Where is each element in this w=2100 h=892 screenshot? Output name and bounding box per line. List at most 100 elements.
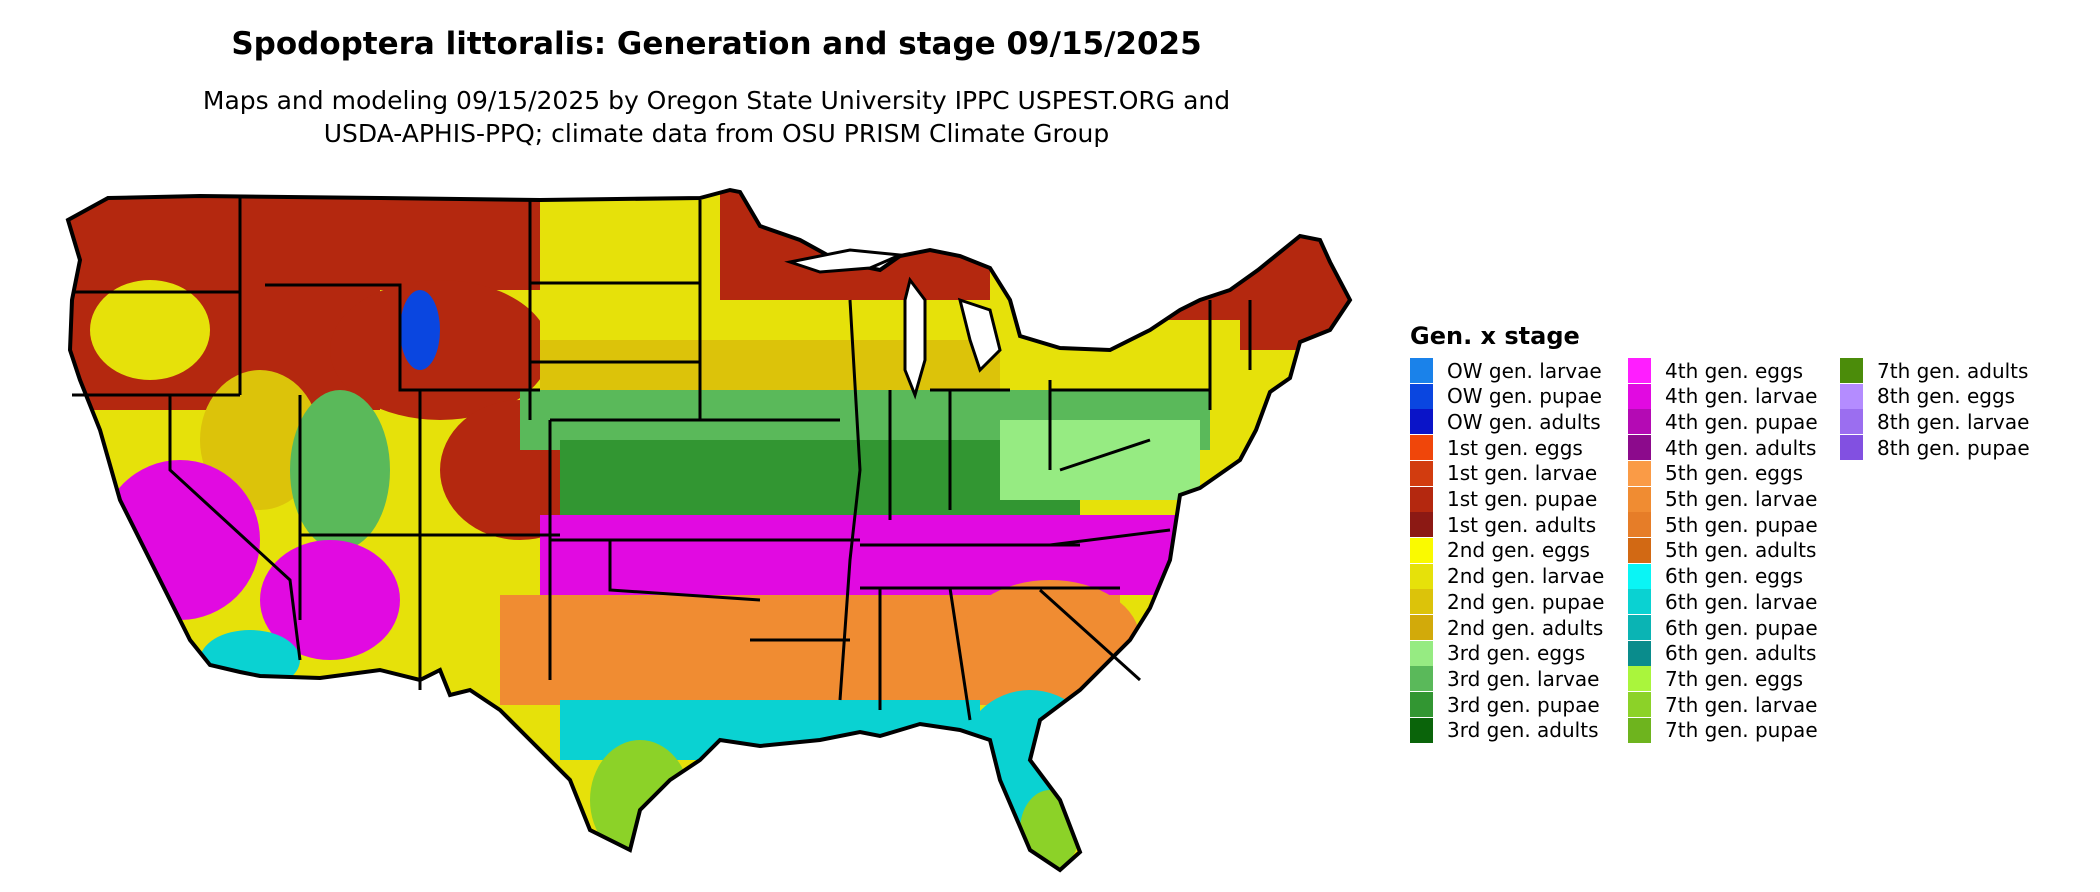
legend-item: 5th gen. larvae <box>1628 486 1818 512</box>
legend-item: 2nd gen. larvae <box>1410 563 1604 589</box>
legend-swatch <box>1840 409 1863 435</box>
legend-swatch <box>1410 640 1433 666</box>
legend-item: 7th gen. larvae <box>1628 692 1818 718</box>
lake-huron <box>957 297 1002 373</box>
legend-item: OW gen. pupae <box>1410 383 1602 409</box>
legend-item: 2nd gen. eggs <box>1410 537 1590 563</box>
legend-label: 8th gen. larvae <box>1877 409 2030 434</box>
zone-nevada-yellow <box>200 370 320 510</box>
legend-item: 4th gen. adults <box>1628 435 1816 461</box>
legend-label: 5th gen. larvae <box>1665 487 1818 511</box>
zone-socal-cyan <box>200 630 300 690</box>
legend-item: 6th gen. larvae <box>1628 589 1818 615</box>
legend-swatch <box>1628 409 1651 435</box>
legend-swatch <box>1410 666 1433 692</box>
legend-swatch <box>1628 435 1651 461</box>
border-ca-nv <box>168 395 302 661</box>
legend-label: 6th gen. larvae <box>1665 589 1818 614</box>
legend-item: 3rd gen. larvae <box>1410 666 1599 692</box>
zone-utah-green <box>290 390 390 550</box>
zone-southern-magenta <box>540 515 1180 595</box>
legend-item: 3rd gen. adults <box>1410 717 1598 743</box>
zone-yellowstone-blue <box>400 290 440 370</box>
legend-item: 7th gen. pupae <box>1628 717 1818 743</box>
zone-great-lakes-red <box>720 190 990 300</box>
legend-swatch <box>1410 383 1433 409</box>
legend-label: 8th gen. pupae <box>1877 435 2030 460</box>
legend-swatch <box>1628 383 1651 409</box>
border-va-north <box>1059 438 1151 472</box>
legend-label: 2nd gen. adults <box>1447 615 1604 640</box>
map-subtitle: Maps and modeling 09/15/2025 by Oregon S… <box>0 84 1433 150</box>
legend-item: 3rd gen. pupae <box>1410 692 1600 718</box>
legend-swatch <box>1628 563 1651 589</box>
legend-item: 8th gen. larvae <box>1840 409 2030 435</box>
legend: OW gen. larvae OW gen. pupae OW gen. adult… <box>1410 358 2090 748</box>
map-title: Spodoptera littoralis: Generation and st… <box>231 26 1202 62</box>
legend-label: 6th gen. adults <box>1665 641 1817 666</box>
legend-item: 8th gen. pupae <box>1840 435 2030 461</box>
legend-item: 4th gen. larvae <box>1628 383 1817 409</box>
legend-swatch <box>1410 460 1433 486</box>
legend-title: Gen. x stage <box>1410 322 1580 350</box>
subtitle-line-2: USDA-APHIS-PPQ; climate data from OSU PR… <box>323 119 1110 148</box>
legend-label: 5th gen. eggs <box>1665 461 1804 486</box>
legend-swatch <box>1628 615 1651 640</box>
legend-label: OW gen. adults <box>1447 409 1601 434</box>
legend-label: 8th gen. eggs <box>1877 384 2016 409</box>
border-ga-sc <box>1038 588 1142 682</box>
legend-item: 6th gen. adults <box>1628 640 1817 666</box>
lake-superior <box>784 248 906 274</box>
zone-montana-red <box>320 190 550 290</box>
lake-michigan <box>903 276 927 400</box>
legend-item: 4th gen. pupae <box>1628 409 1818 435</box>
legend-swatch <box>1628 537 1651 563</box>
state-borders <box>72 198 1252 721</box>
border-mt-south <box>265 283 540 392</box>
legend-item: 3rd gen. eggs <box>1410 640 1585 666</box>
zone-eastern-green <box>1000 420 1200 500</box>
legend-swatch <box>1410 537 1433 563</box>
legend-swatch <box>1628 640 1651 666</box>
legend-swatch <box>1410 563 1433 589</box>
subtitle-line-1: Maps and modeling 09/15/2025 by Oregon S… <box>202 86 1231 115</box>
legend-swatch <box>1410 512 1433 538</box>
legend-label: 7th gen. eggs <box>1665 666 1804 691</box>
legend-label: 7th gen. pupae <box>1665 718 1818 743</box>
legend-label: 4th gen. pupae <box>1665 409 1818 434</box>
legend-label: 2nd gen. eggs <box>1447 538 1590 563</box>
zone-texas-tip-green <box>590 740 690 860</box>
zone-georgia-orange <box>960 580 1140 700</box>
legend-label: 5th gen. adults <box>1665 538 1817 563</box>
zone-california-magenta <box>100 460 260 620</box>
zone-oregon-yellow <box>90 280 210 380</box>
zone-wyoming-red <box>330 280 550 420</box>
legend-label: 6th gen. pupae <box>1665 615 1818 640</box>
legend-label: 2nd gen. pupae <box>1447 589 1605 614</box>
legend-swatch <box>1628 460 1651 486</box>
legend-label: 1st gen. larvae <box>1447 461 1598 486</box>
legend-label: 7th gen. larvae <box>1665 692 1818 717</box>
legend-swatch <box>1628 589 1651 615</box>
legend-label: 1st gen. adults <box>1447 512 1597 537</box>
legend-item: 1st gen. pupae <box>1410 486 1598 512</box>
border-al-ga <box>948 587 972 721</box>
legend-label: OW gen. pupae <box>1447 384 1602 409</box>
us-generation-map <box>65 187 1353 873</box>
legend-item: 1st gen. eggs <box>1410 435 1583 461</box>
legend-swatch <box>1840 358 1863 383</box>
legend-swatch <box>1410 717 1433 743</box>
legend-swatch <box>1628 512 1651 538</box>
legend-swatch <box>1628 358 1651 383</box>
great-lakes <box>784 248 1002 400</box>
legend-item: 5th gen. adults <box>1628 537 1817 563</box>
legend-swatch <box>1628 717 1651 743</box>
legend-item: 2nd gen. adults <box>1410 615 1603 640</box>
legend-swatch <box>1410 409 1433 435</box>
legend-label: 1st gen. eggs <box>1447 435 1583 460</box>
legend-label: 1st gen. pupae <box>1447 487 1598 511</box>
legend-item: 2nd gen. pupae <box>1410 589 1605 615</box>
legend-item: 4th gen. eggs <box>1628 358 1803 383</box>
legend-item: 1st gen. adults <box>1410 512 1597 538</box>
legend-swatch <box>1628 486 1651 512</box>
